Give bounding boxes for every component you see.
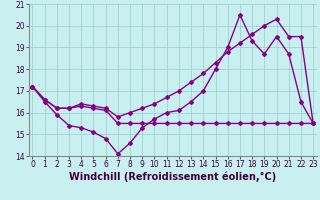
X-axis label: Windchill (Refroidissement éolien,°C): Windchill (Refroidissement éolien,°C) <box>69 172 276 182</box>
